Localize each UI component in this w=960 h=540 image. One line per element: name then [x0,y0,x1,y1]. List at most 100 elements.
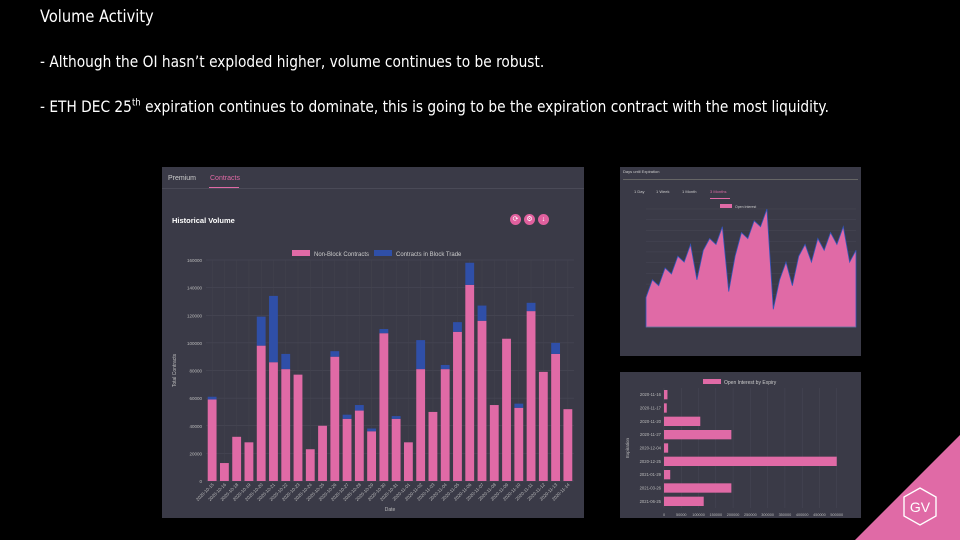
bar-block-2020-10-29 [367,428,377,432]
exp-x-tick-label: 400000 [796,513,809,517]
bullet-eth-dec: - ETH DEC 25th expiration continues to d… [40,97,829,116]
exp-bar-2020-11-20 [664,416,701,426]
bar-non-block-2020-10-30 [379,333,389,481]
y-tick-label: 140000 [187,286,203,291]
corner-triangle [855,435,960,540]
bar-non-block-2020-10-23 [293,374,303,481]
exp-x-tick-label: 450000 [813,513,826,517]
bar-non-block-2020-10-24 [305,449,315,481]
oi-panel-header: Days until Expiration [623,169,660,174]
open-interest-chart: Open Interest [645,204,857,328]
y-tick-label: 20000 [189,451,202,456]
exp-y-tick-label: 2021-06-25 [640,499,662,504]
exp-x-tick-label: 100000 [692,513,705,517]
y-tick-label: 80000 [189,369,202,374]
exp-legend-swatch [703,379,721,384]
y-tick-label: 160000 [187,258,203,263]
tab-premium[interactable]: Premium [168,175,197,182]
exp-bar-2020-11-17 [664,403,667,413]
bullet-volume: - Although the OI hasn’t exploded higher… [40,52,545,71]
bar-non-block-2020-10-28 [354,410,364,481]
tab-1-month[interactable]: 1 Month [682,189,697,194]
historical-volume-chart: Non-Block Contracts Contracts in Block Tr… [172,250,574,513]
bullet-eth-dec-post: expiration continues to dominate, this i… [140,97,829,116]
tab-contracts[interactable]: Contracts [210,175,240,182]
exp-bar-2020-12-25 [664,456,837,466]
refresh-icon[interactable]: ⟳ [510,214,521,225]
tab-1-day[interactable]: 1 Day [634,189,645,194]
exp-y-tick-label: 2020-11-27 [640,432,662,437]
bar-non-block-2020-11-14 [563,409,573,481]
oi-by-expiry-chart: Open Interest by Expiry 0 50000 100000 15000… [625,379,843,517]
exp-x-tick-label: 250000 [744,513,757,517]
logo-hexagon-icon [903,487,937,526]
open-interest-panel: Days until Expiration 1 Day 1 Week 1 Mon… [620,167,861,356]
bar-non-block-2020-10-20 [256,345,266,481]
bar-non-block-2020-11-05 [453,331,462,481]
bar-non-block-2020-11-09 [502,338,511,481]
exp-y-axis-label: Expiration [625,438,630,459]
bar-block-2020-10-30 [379,329,389,334]
bar-non-block-2020-11-07 [477,320,487,481]
bar-non-block-2020-11-12 [538,371,548,481]
bar-block-2020-11-05 [453,322,462,332]
legend-label-0: Non-Block Contracts [314,252,369,258]
y-axis-label: Total Contracts [172,353,178,387]
y-tick-label: 120000 [187,313,203,318]
logo-text: GV [910,499,931,515]
settings-icon[interactable]: ⚙ [524,214,535,225]
exp-x-tick-label: 200000 [727,513,740,517]
bar-non-block-2020-11-04 [440,369,450,481]
exp-bar-2021-06-25 [664,496,704,506]
tab-divider [162,188,584,189]
bar-block-2020-11-11 [526,302,536,312]
download-icon[interactable]: ↓ [538,214,549,225]
y-tick-label: 100000 [187,341,203,346]
exp-y-tick-label: 2020-12-04 [640,446,662,451]
exp-x-tick-label: 350000 [779,513,792,517]
bar-block-2020-11-04 [440,364,450,370]
bar-block-2020-10-31 [391,416,401,419]
bar-non-block-2020-11-02 [416,369,426,481]
exp-bar-2021-03-26 [664,483,732,493]
bar-block-2020-10-27 [342,414,352,419]
bar-non-block-2020-11-13 [551,353,561,481]
bar-non-block-2020-10-25 [318,425,327,481]
exp-y-tick-label: 2020-11-16 [640,392,662,397]
oi-area [645,208,857,328]
exp-x-tick-label: 0 [663,513,665,517]
exp-y-tick-label: 2021-03-26 [640,486,662,491]
bar-non-block-2020-11-11 [526,311,536,481]
exp-bar-2020-12-04 [664,443,669,453]
bullet-eth-dec-sup: th [131,97,141,109]
exp-x-tick-label: 50000 [676,513,687,517]
chart-title: Historical Volume [172,216,235,225]
exp-x-tick-label: 500000 [830,513,843,517]
oi-header-line [623,179,858,180]
bar-block-2020-11-06 [465,262,475,285]
bar-block-2020-11-10 [514,403,524,408]
bar-block-2020-10-15 [207,396,217,400]
exp-x-tick-label: 300000 [761,513,774,517]
bar-block-2020-10-22 [281,353,291,370]
bar-non-block-2020-10-16 [219,463,229,481]
historical-volume-panel: Premium Contracts Historical Volume ⟳ ⚙ … [162,167,584,518]
tab-3-months[interactable]: 3 Months [710,189,727,194]
y-tick-label: 60000 [189,396,202,401]
legend-label-1: Contracts in Block Trade [396,252,462,258]
bar-non-block-2020-10-31 [391,418,401,481]
x-axis-label: Date [385,507,396,513]
bar-non-block-2020-10-18 [232,436,242,481]
tab-1-week[interactable]: 1 Week [656,189,670,194]
legend-swatch-1 [374,250,392,256]
bar-non-block-2020-10-26 [330,356,340,481]
exp-bar-2020-11-27 [664,430,732,440]
bar-non-block-2020-10-29 [367,431,377,481]
bar-non-block-2020-11-06 [465,284,475,481]
bar-non-block-2020-10-22 [281,369,291,481]
bar-block-2020-11-13 [551,342,561,354]
active-tab-indicator [209,187,239,188]
exp-y-tick-label: 2021-01-29 [640,472,662,477]
exp-bar-2020-11-16 [664,390,668,400]
bar-non-block-2020-10-21 [269,362,278,481]
